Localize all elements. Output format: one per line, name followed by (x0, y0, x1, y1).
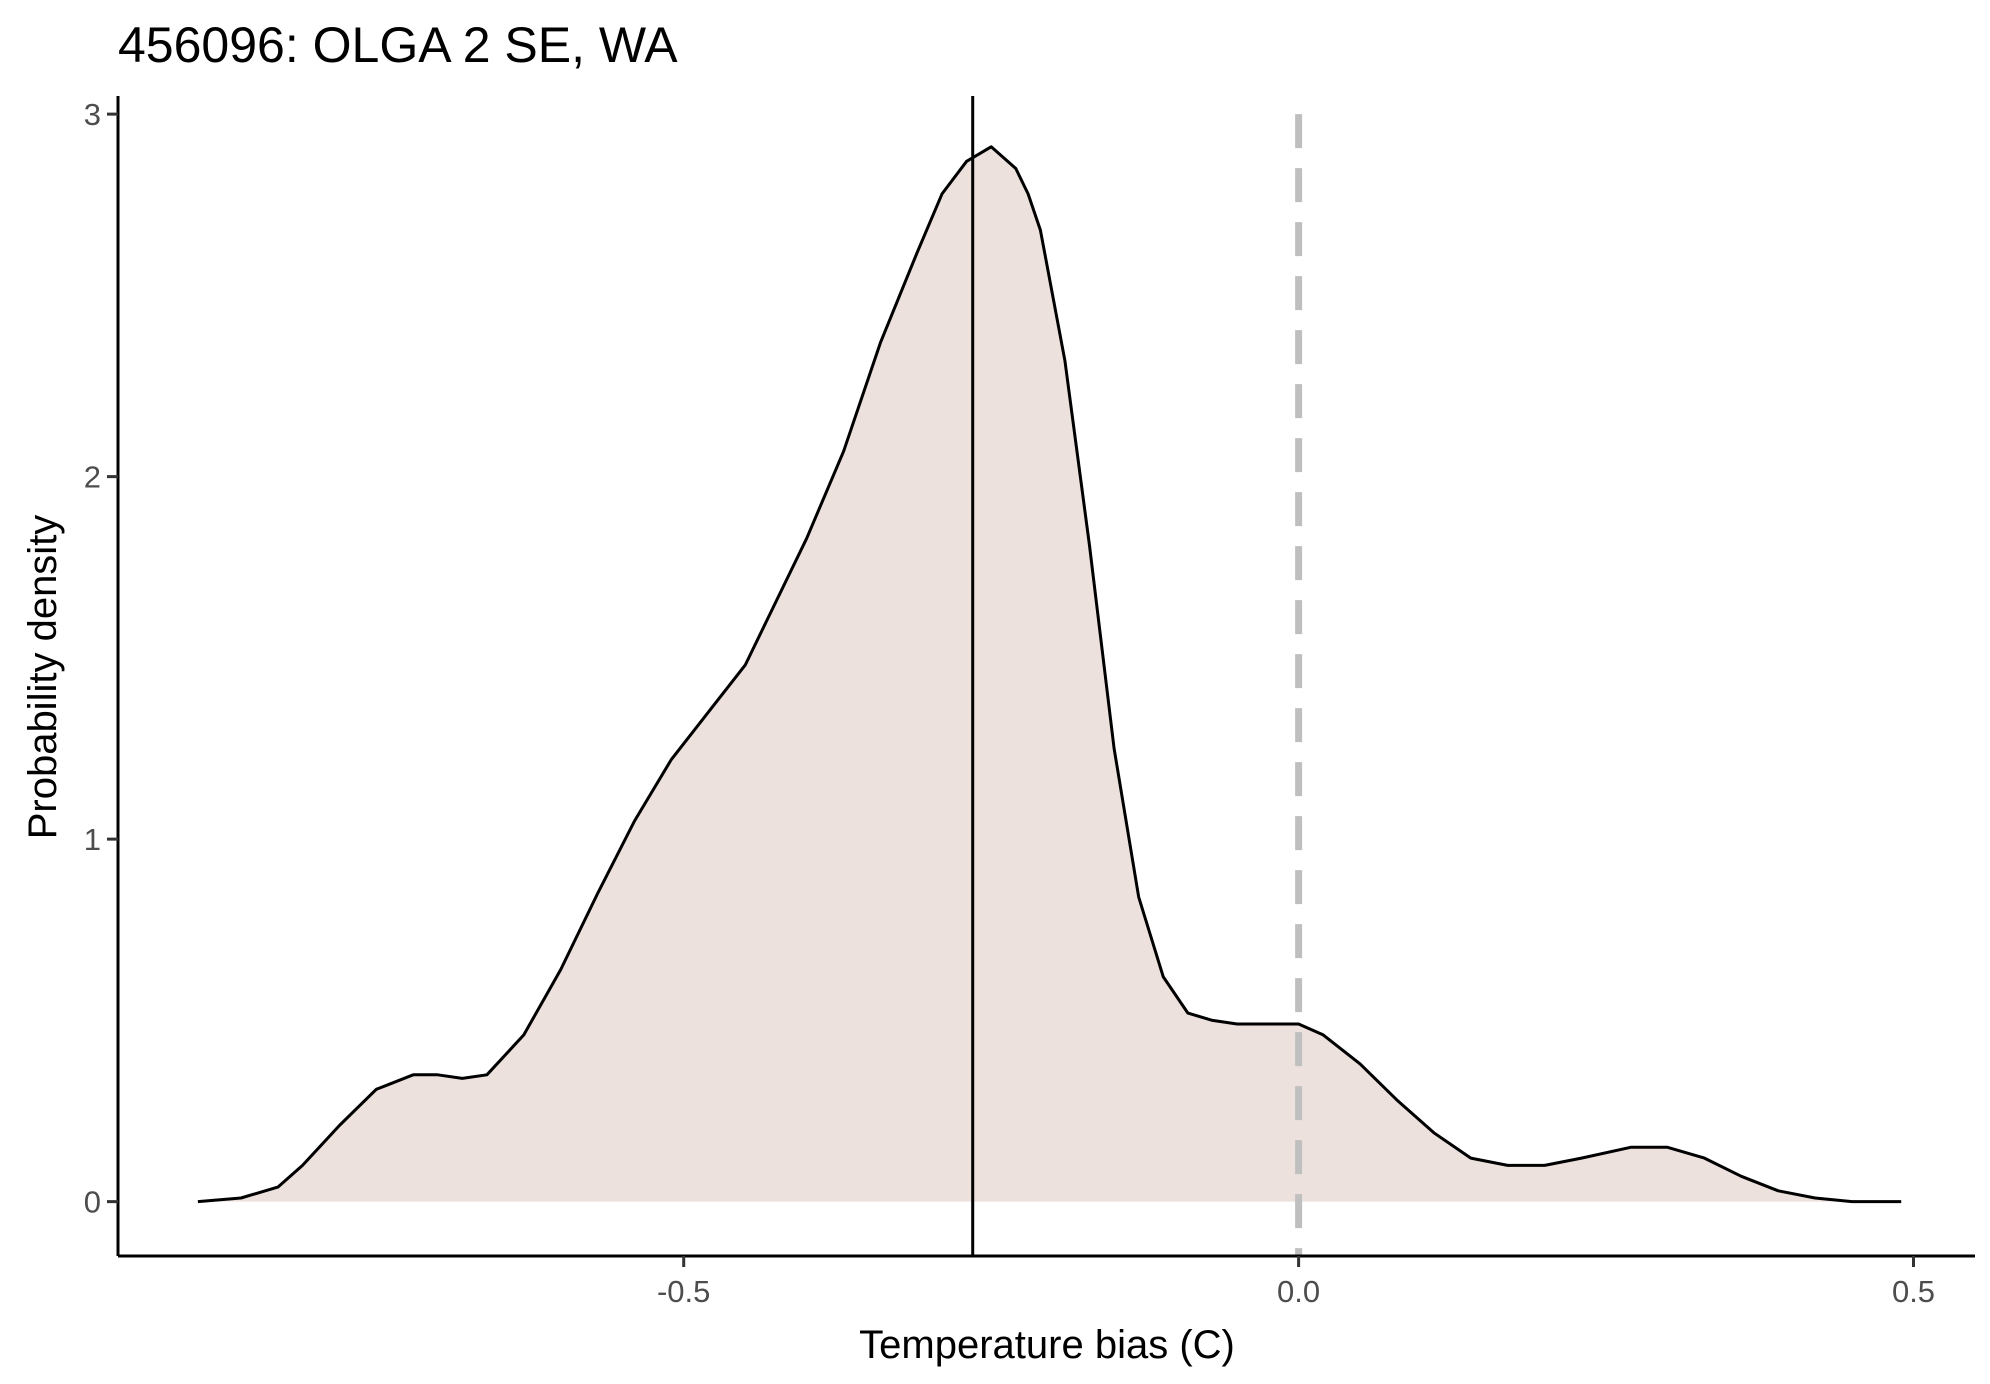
density-curve (197, 145, 1902, 1204)
plot-area (197, 96, 1902, 1256)
x-tick-label: 0.5 (1892, 1274, 1935, 1309)
y-tick-label: 3 (84, 97, 101, 132)
y-tick-label: 1 (84, 822, 101, 857)
x-tick-label: 0.0 (1277, 1274, 1320, 1309)
y-tick-label: 2 (84, 460, 101, 495)
y-axis-title: Probability density (21, 515, 65, 840)
x-axis-ticks: -0.5 0.0 0.5 (657, 1256, 1935, 1309)
y-tick-label: 0 (84, 1185, 101, 1220)
x-tick-label: -0.5 (657, 1274, 710, 1309)
density-area (197, 146, 1902, 1202)
x-axis-title: Temperature bias (C) (859, 1323, 1235, 1367)
y-axis-ticks: 0 1 2 3 (84, 97, 118, 1220)
chart-title: 456096: OLGA 2 SE, WA (118, 17, 678, 73)
